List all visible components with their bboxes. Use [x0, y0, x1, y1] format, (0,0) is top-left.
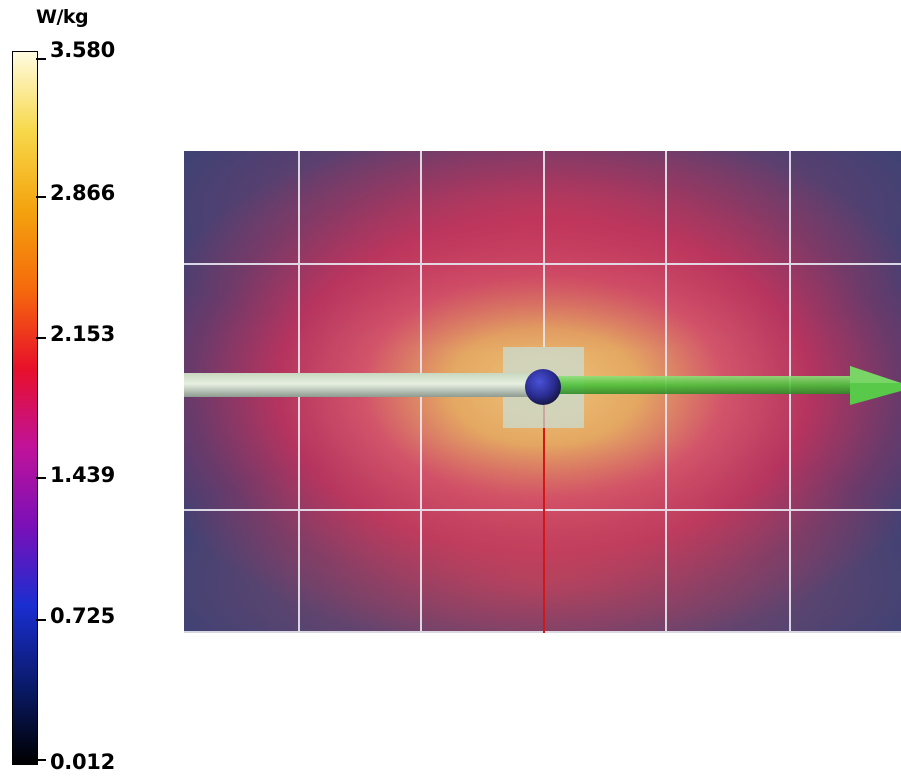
colorbar-tick [36, 196, 46, 198]
cylinder-shaft [184, 373, 544, 397]
colorbar-tick [36, 337, 46, 339]
colorbar-tick [36, 477, 46, 479]
colorbar-tick-label: 2.153 [50, 322, 115, 346]
field-visualization[interactable] [184, 151, 901, 633]
colorbar-tick [36, 619, 46, 621]
colorbar-tick-label-min: 0.012 [50, 750, 115, 774]
colorbar-tick-label: 0.725 [50, 604, 115, 628]
colorbar-tick-label-max: 3.580 [50, 38, 115, 62]
probe-point[interactable] [525, 369, 561, 405]
direction-arrow-shaft [544, 376, 850, 394]
direction-arrow-head-highlight [850, 366, 901, 383]
colorbar-tick [36, 759, 46, 761]
colorbar-tick [36, 58, 46, 60]
colorbar-tick-label: 2.866 [50, 181, 115, 205]
colorbar-unit-label: W/kg [36, 6, 89, 28]
field-visualization-svg [184, 151, 901, 633]
colorbar-tick-label: 1.439 [50, 463, 115, 487]
colorbar [12, 51, 38, 765]
